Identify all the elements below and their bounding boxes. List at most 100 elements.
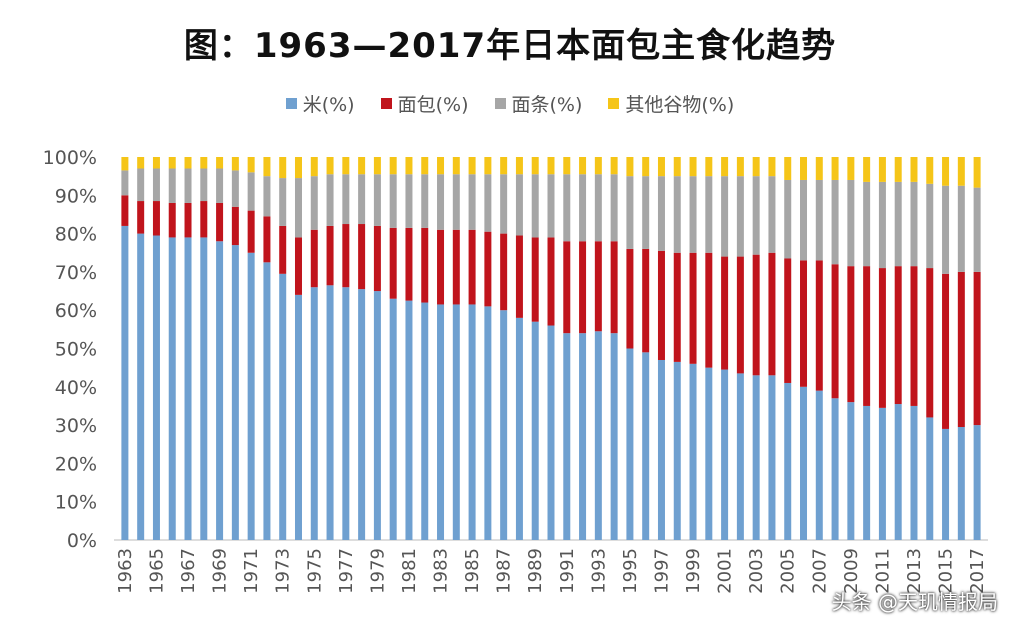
bar-segment-bread-1964 (137, 201, 145, 234)
bar-segment-rice-1988 (515, 317, 523, 540)
bar-segment-other-1981 (405, 157, 413, 175)
bar-segment-other-1974 (294, 157, 302, 179)
bar-segment-rice-1998 (673, 361, 681, 540)
bar-segment-noodle-1971 (247, 172, 255, 211)
bar-segment-noodle-2012 (894, 181, 902, 267)
bar-segment-other-1985 (468, 157, 476, 175)
x-tick-label: 1971 (241, 548, 262, 594)
bar-segment-bread-1984 (452, 229, 460, 305)
bar-segment-rice-1992 (579, 333, 587, 540)
bar-segment-bread-1991 (563, 241, 571, 334)
bar-segment-rice-2000 (705, 367, 713, 540)
bar-segment-noodle-1969 (216, 168, 224, 203)
bar-segment-bread-2015 (942, 273, 950, 429)
bar-segment-bread-1987 (500, 233, 508, 311)
legend-item-rice: 米(%) (285, 90, 355, 117)
bar-segment-rice-2001 (721, 369, 729, 540)
bar-segment-bread-2003 (752, 254, 760, 376)
bar-segment-bread-1970 (231, 206, 239, 246)
bar-segment-rice-1999 (689, 363, 697, 540)
bar-segment-noodle-1974 (294, 178, 302, 238)
bar-segment-other-1993 (594, 157, 602, 175)
chart-title: 图：1963—2017年日本面包主食化趋势 (183, 26, 837, 66)
bar-segment-rice-2013 (910, 405, 918, 540)
bar-segment-bread-1980 (389, 227, 397, 299)
bar-segment-rice-1965 (152, 235, 160, 540)
bar-segment-rice-2002 (736, 373, 744, 540)
bar-segment-rice-2011 (878, 407, 886, 540)
bar-segment-noodle-1978 (358, 174, 366, 225)
bar-segment-noodle-1985 (468, 174, 476, 230)
bar-segment-rice-1976 (326, 285, 334, 540)
bar-segment-bread-2004 (768, 252, 776, 376)
bar-segment-bread-1975 (310, 229, 318, 288)
bar-segment-other-1976 (326, 157, 334, 175)
y-tick-label: 10% (55, 492, 97, 514)
bar-segment-noodle-2006 (800, 179, 808, 261)
x-tick-label: 1979 (367, 548, 388, 594)
bar-segment-other-1972 (263, 157, 271, 177)
bar-segment-rice-1970 (231, 245, 239, 540)
bar-segment-noodle-1995 (626, 176, 634, 249)
x-tick-label: 1963 (115, 548, 136, 594)
bar-segment-rice-1987 (500, 310, 508, 540)
bar-segment-bread-1972 (263, 216, 271, 263)
bar-segment-noodle-1987 (500, 174, 508, 234)
bar-segment-bread-1981 (405, 227, 413, 301)
bar-segment-bread-2005 (784, 258, 792, 383)
bar-segment-rice-1996 (642, 352, 650, 540)
bar-segment-rice-1982 (421, 302, 429, 540)
bar-segment-other-2004 (768, 157, 776, 177)
x-tick-label: 1983 (431, 548, 452, 594)
bar-segment-noodle-1979 (373, 174, 381, 226)
x-tick-label: 2003 (746, 548, 767, 594)
bar-segment-other-1975 (310, 157, 318, 177)
bar-segment-other-1963 (121, 157, 129, 171)
legend: 米(%) 面包(%) 面条(%) 其他谷物(%) (0, 90, 1020, 117)
x-tick-label: 1995 (620, 548, 641, 594)
bar-segment-noodle-1998 (673, 176, 681, 253)
bar-segment-rice-1977 (342, 287, 350, 540)
bar-segment-other-1987 (500, 157, 508, 175)
bar-segment-other-1997 (657, 157, 665, 177)
bar-segment-rice-1966 (168, 237, 176, 540)
bar-segment-other-2014 (926, 157, 934, 184)
bar-segment-bread-1965 (152, 201, 160, 236)
bar-segment-rice-2005 (784, 382, 792, 540)
bar-segment-rice-1984 (452, 304, 460, 540)
x-tick-label: 2007 (809, 548, 830, 594)
bar-segment-noodle-1973 (279, 178, 287, 226)
bar-segment-noodle-1966 (168, 168, 176, 203)
bar-segment-rice-1968 (200, 237, 208, 540)
bar-segment-bread-2006 (800, 260, 808, 387)
bar-segment-other-2009 (847, 157, 855, 180)
x-tick-label: 1981 (399, 548, 420, 594)
bar-segment-other-1988 (515, 157, 523, 175)
bar-segment-other-1996 (642, 157, 650, 177)
bar-segment-bread-1998 (673, 252, 681, 362)
bar-segment-noodle-1993 (594, 174, 602, 242)
bar-segment-noodle-1994 (610, 174, 618, 242)
bar-segment-bread-1979 (373, 225, 381, 292)
x-tick-label: 2015 (936, 548, 957, 594)
bar-segment-rice-1975 (310, 287, 318, 540)
bar-segment-other-1971 (247, 157, 255, 173)
bar-segment-noodle-2015 (942, 185, 950, 274)
bar-segment-other-2010 (863, 157, 871, 182)
x-tick-label: 1977 (336, 548, 357, 594)
bar-segment-rice-1971 (247, 252, 255, 540)
bar-segment-other-1983 (437, 157, 445, 175)
bar-segment-other-1982 (421, 157, 429, 175)
legend-swatch (380, 98, 392, 109)
bar-segment-other-2006 (800, 157, 808, 180)
legend-label: 其他谷物(%) (625, 94, 735, 116)
bar-segment-bread-1994 (610, 241, 618, 334)
bar-segment-noodle-1983 (437, 174, 445, 230)
x-tick-label: 1967 (178, 548, 199, 594)
bar-segment-noodle-1977 (342, 174, 350, 225)
bar-segment-noodle-1999 (689, 176, 697, 253)
y-tick-label: 0% (67, 530, 97, 552)
bar-segment-bread-1974 (294, 237, 302, 295)
bar-segment-bread-1990 (547, 237, 555, 326)
bar-segment-rice-1986 (484, 306, 492, 540)
